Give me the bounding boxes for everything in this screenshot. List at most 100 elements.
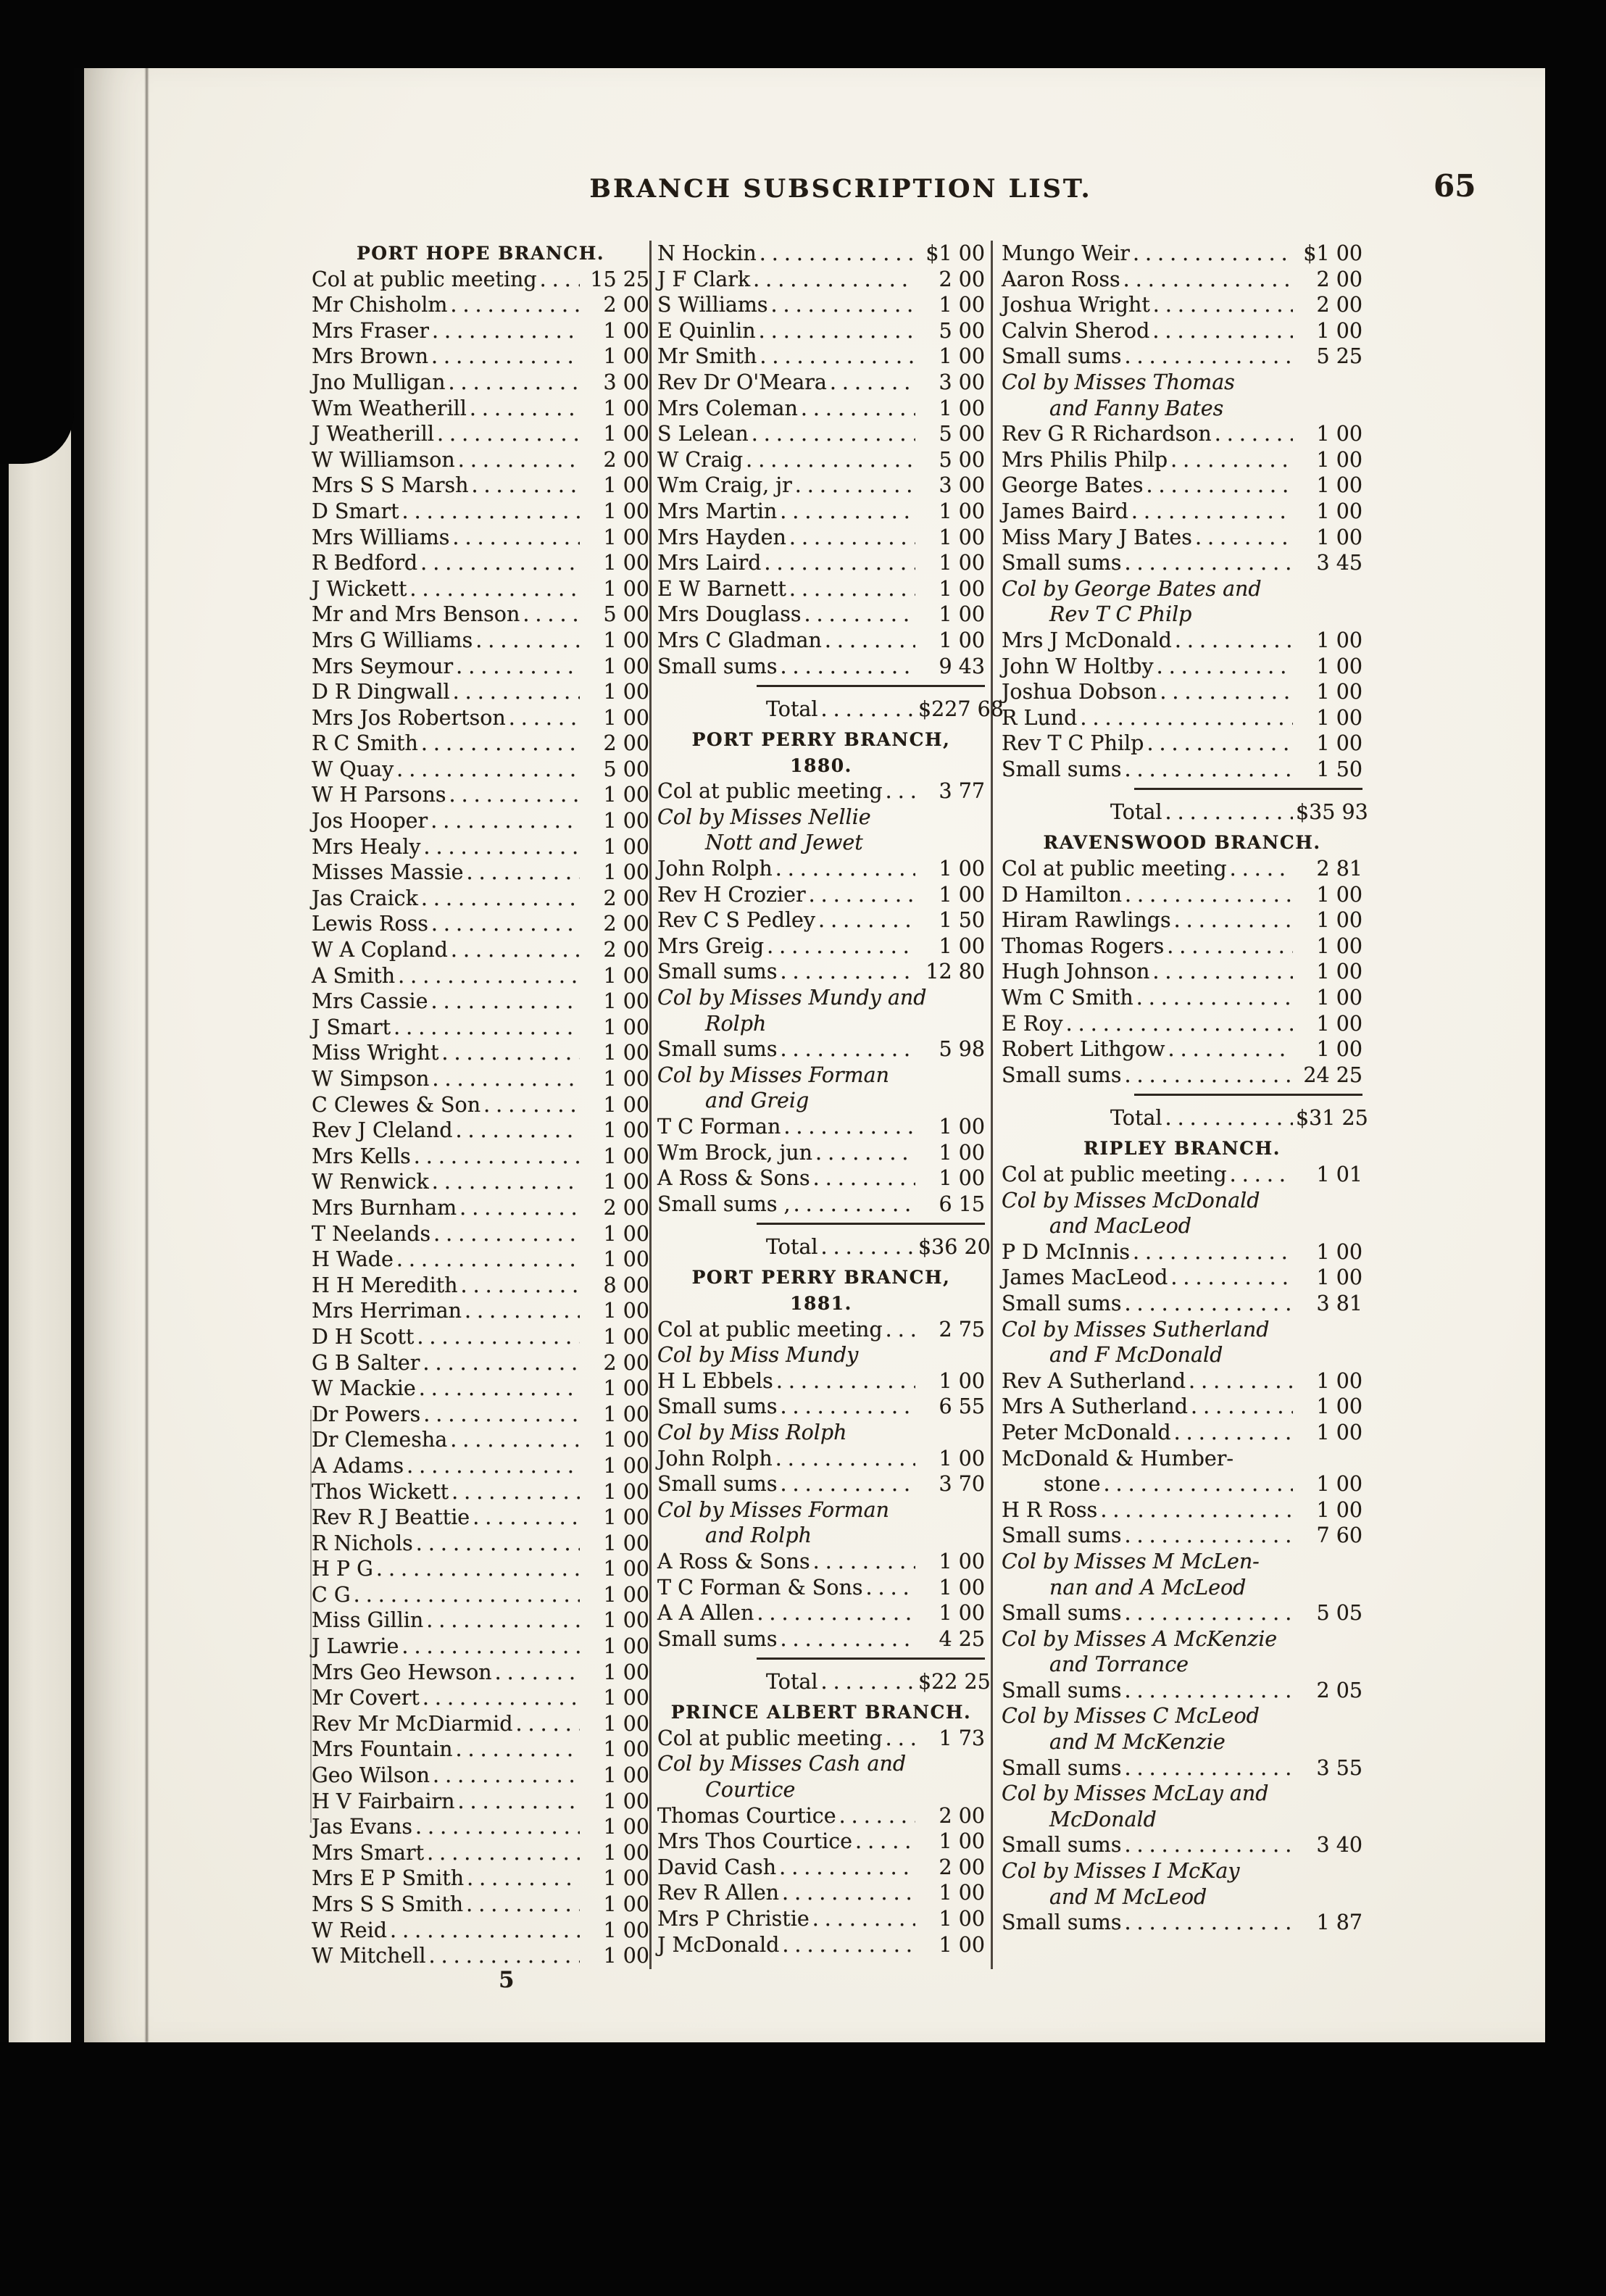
dot-leader xyxy=(1152,318,1293,344)
subscription-row: Mrs S S Smith 1 00 xyxy=(312,1892,649,1918)
total-label: Total xyxy=(1110,800,1162,825)
dot-leader xyxy=(804,602,915,628)
dot-leader xyxy=(839,1803,915,1829)
dot-leader xyxy=(780,499,915,525)
amount: 1 00 xyxy=(603,1118,649,1143)
subscription-row: Rev A Sutherland 1 00 xyxy=(1002,1368,1362,1394)
collector-note: Col by Misses Cash and xyxy=(657,1752,907,1776)
subscriber-name: Mrs S S Marsh xyxy=(312,473,469,498)
dot-leader xyxy=(825,628,915,654)
subscription-row: E Quinlin 5 00 xyxy=(657,318,985,344)
subscriber-name: Dr Powers xyxy=(312,1402,421,1426)
subscriber-name: Miss Mary J Bates xyxy=(1002,525,1192,549)
subscription-row: T Neelands 1 00 xyxy=(312,1221,649,1247)
amount: 1 00 xyxy=(1316,933,1362,958)
subscriber-name: Calvin Sherod xyxy=(1002,318,1150,343)
amount: 1 00 xyxy=(603,318,649,343)
subscription-row: David Cash 2 00 xyxy=(657,1855,985,1881)
amount: 1 00 xyxy=(1316,960,1362,984)
amount: 1 00 xyxy=(939,525,985,549)
subscriber-name: H V Fairbairn xyxy=(312,1789,455,1813)
amount: 3 00 xyxy=(939,370,985,394)
subscription-row: Mr Chisholm 2 00 xyxy=(312,292,649,318)
subscriber-name: Jas Craick xyxy=(312,886,418,910)
dot-leader xyxy=(1170,1265,1293,1291)
subscription-row: Rev Mr McDiarmid 1 00 xyxy=(312,1711,649,1737)
subscriber-name: Small sums xyxy=(1002,1678,1122,1702)
amount: 8 00 xyxy=(603,1273,649,1297)
subscriber-name: Robert Lithgow xyxy=(1002,1037,1165,1062)
subscription-row: G B Salter 2 00 xyxy=(312,1350,649,1376)
subscriber-name: A Smith xyxy=(312,963,396,988)
amount: $22 25 xyxy=(918,1670,991,1694)
dot-leader xyxy=(821,1665,915,1700)
collector-note: and MacLeod xyxy=(1049,1214,1191,1239)
dot-leader xyxy=(457,1789,580,1815)
dot-leader xyxy=(780,1036,915,1062)
subscriber-name: Mrs Fountain xyxy=(312,1737,453,1762)
amount: $1 00 xyxy=(1303,241,1362,265)
amount: 1 01 xyxy=(1316,1162,1362,1186)
subscription-row: S Lelean 5 00 xyxy=(657,421,985,447)
subscriber-name: Rev Mr McDiarmid xyxy=(312,1711,513,1736)
subscriber-name: J Wickett xyxy=(312,576,407,601)
subscription-row: stone 1 00 xyxy=(1002,1471,1362,1497)
dot-leader xyxy=(1147,731,1293,757)
amount: 9 43 xyxy=(939,654,985,678)
dot-leader xyxy=(394,1015,580,1041)
subscriber-name: Geo Wilson xyxy=(312,1763,430,1788)
subscriber-name: Mr and Mrs Benson xyxy=(312,602,520,627)
dot-leader xyxy=(813,1549,915,1575)
amount: 3 00 xyxy=(939,473,985,498)
collector-note: Col by Miss Rolph xyxy=(657,1420,847,1444)
amount: 1 00 xyxy=(603,1453,649,1478)
dot-leader xyxy=(1168,1036,1293,1062)
subscriber-name: A Ross & Sons xyxy=(657,1166,810,1191)
subscriber-name: Small sums xyxy=(657,1626,778,1651)
subscription-row: J Lawrie 1 00 xyxy=(312,1634,649,1660)
subscriber-name: J Weatherill xyxy=(312,422,434,446)
subscriber-name: Rev J Cleland xyxy=(312,1118,453,1143)
dot-leader xyxy=(1125,882,1293,908)
subscription-row: John Rolph 1 00 xyxy=(657,1446,985,1472)
subscriber-name: Mrs Brown xyxy=(312,344,428,369)
print-artifact-line xyxy=(310,1410,312,1823)
subscription-row: Miss Wright 1 00 xyxy=(312,1040,649,1066)
dot-leader xyxy=(865,1575,915,1601)
subscription-row: Col at public meeting 1 01 xyxy=(1002,1162,1362,1188)
dot-leader xyxy=(1215,421,1293,447)
collector-note: and Fanny Bates xyxy=(1049,396,1224,420)
subscriber-name: Mrs Williams xyxy=(312,525,450,549)
amount: 1 00 xyxy=(939,1881,985,1905)
total-row: Total $36 20 xyxy=(657,1230,991,1265)
subscriber-name: H R Ross xyxy=(1002,1497,1098,1522)
amount: 1 00 xyxy=(939,551,985,575)
subscriber-name: Small sums xyxy=(1002,1062,1122,1087)
dot-leader xyxy=(483,1092,580,1118)
amount: 1 00 xyxy=(939,344,985,369)
subscription-row: Mr Smith 1 00 xyxy=(657,344,985,370)
subscriber-name: S Williams xyxy=(657,293,768,317)
dot-leader xyxy=(1124,1523,1293,1549)
subscription-row: H Wade 1 00 xyxy=(312,1247,649,1273)
subscriber-name: J F Clark xyxy=(657,267,751,291)
dot-leader xyxy=(1157,654,1293,680)
scan-corner-shadow xyxy=(0,0,74,464)
amount: 1 00 xyxy=(603,1944,649,1968)
subscriber-name: Joshua Dobson xyxy=(1002,680,1157,704)
subscriber-name: Small sums xyxy=(657,654,778,678)
subscriber-name: Col at public meeting xyxy=(657,1317,883,1342)
subscription-row: Col at public meeting 1 73 xyxy=(657,1726,985,1752)
subscription-row: W H Parsons 1 00 xyxy=(312,782,649,808)
dot-leader xyxy=(789,576,915,602)
subscription-row: W Mackie 1 00 xyxy=(312,1376,649,1402)
amount: 5 25 xyxy=(1316,344,1362,369)
amount: 1 00 xyxy=(603,860,649,885)
subscriber-name: Mrs Coleman xyxy=(657,396,798,420)
dot-leader xyxy=(1124,1832,1293,1858)
subscription-row: Wm Craig, jr 3 00 xyxy=(657,473,985,499)
subscriber-name: T C Forman xyxy=(657,1115,781,1139)
amount: 1 00 xyxy=(603,1376,649,1401)
dot-leader xyxy=(767,933,915,960)
dot-leader xyxy=(1230,856,1293,882)
